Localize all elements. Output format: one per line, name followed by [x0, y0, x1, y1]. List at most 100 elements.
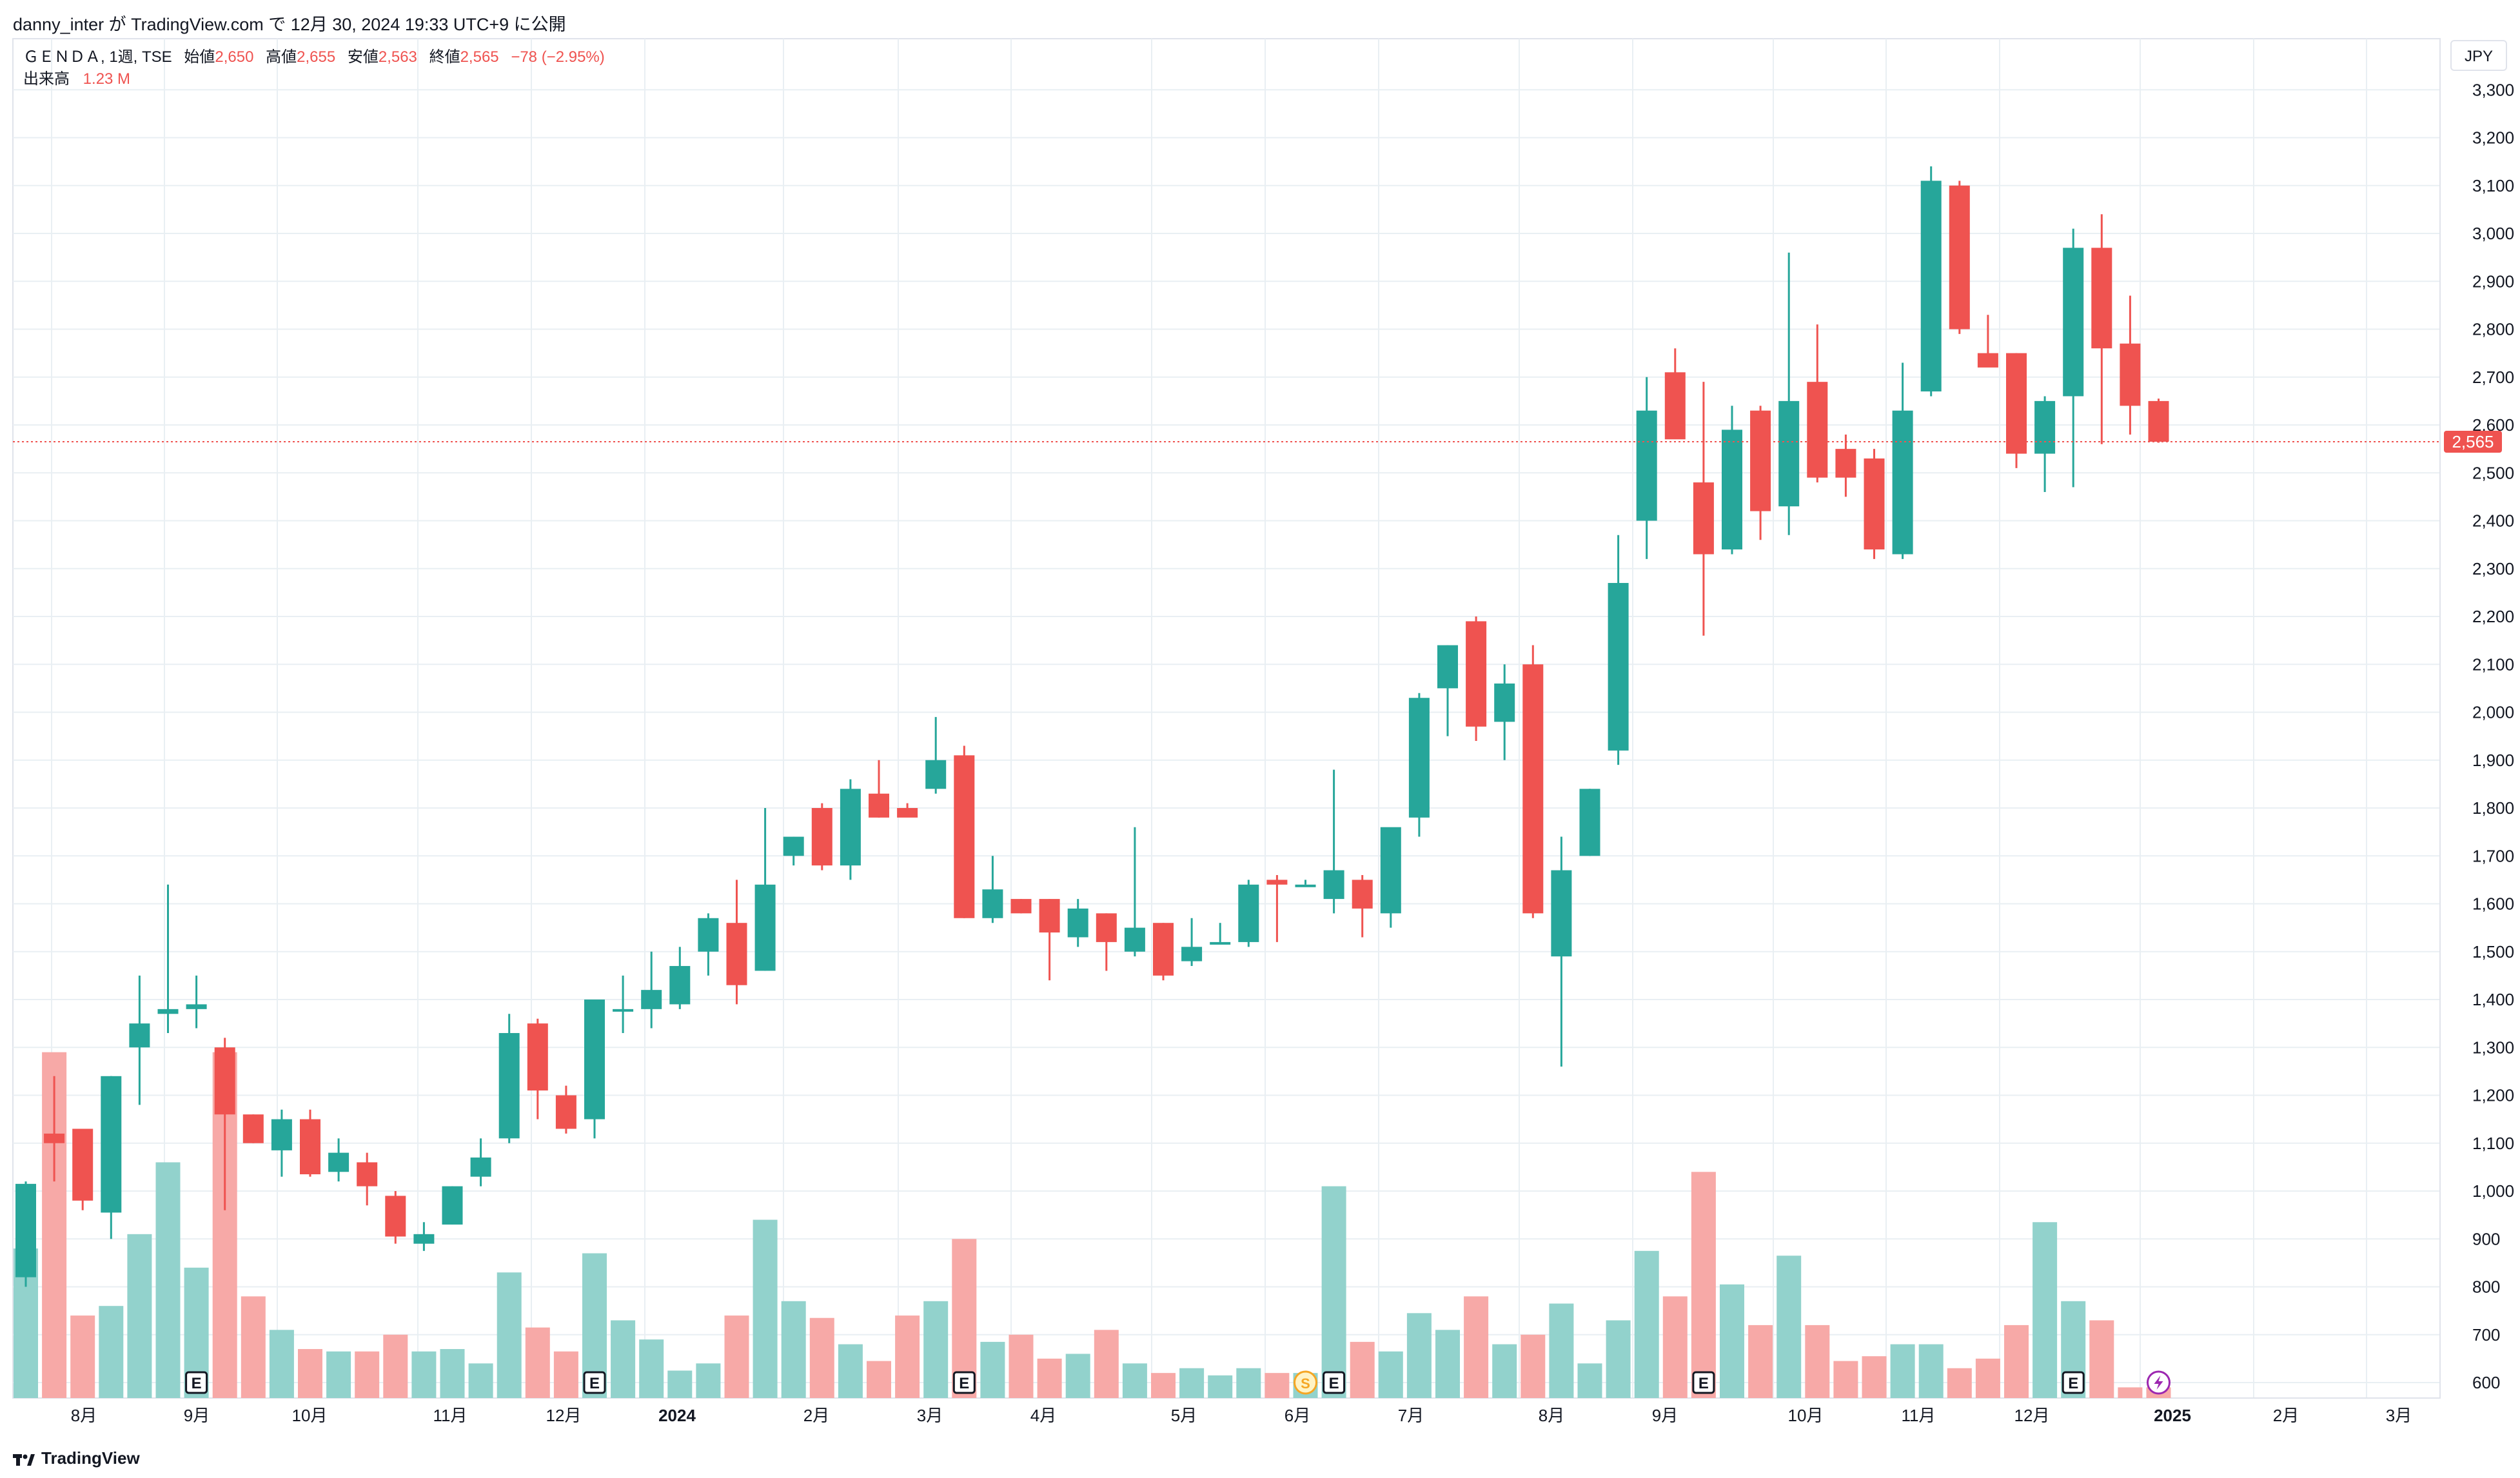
- candle-body[interactable]: [1807, 382, 1828, 478]
- candle-body[interactable]: [1750, 410, 1771, 511]
- candle-body[interactable]: [1096, 913, 1117, 942]
- candle-body[interactable]: [300, 1119, 320, 1175]
- candle-body[interactable]: [954, 755, 975, 918]
- candle-body[interactable]: [1266, 880, 1288, 885]
- candle-body[interactable]: [1124, 927, 1145, 952]
- candle-body[interactable]: [2091, 248, 2112, 349]
- candle-body[interactable]: [1295, 884, 1316, 887]
- candle-body[interactable]: [527, 1023, 548, 1091]
- currency-button[interactable]: JPY: [2450, 40, 2507, 71]
- candle-body[interactable]: [613, 1009, 634, 1012]
- candle-body[interactable]: [2148, 400, 2169, 442]
- candle-body[interactable]: [1238, 884, 1259, 942]
- volume-bar: [1492, 1344, 1517, 1398]
- candle-body[interactable]: [1181, 947, 1203, 961]
- split-marker-icon[interactable]: [1294, 1370, 1317, 1395]
- candle-body[interactable]: [840, 789, 861, 866]
- candle-body[interactable]: [2034, 400, 2056, 454]
- candle-body[interactable]: [2120, 343, 2141, 406]
- earnings-marker-icon[interactable]: [1692, 1371, 1715, 1394]
- candle-body[interactable]: [1323, 870, 1344, 900]
- candle-body[interactable]: [1892, 410, 1913, 555]
- candle-body[interactable]: [242, 1114, 264, 1143]
- volume-bar: [1321, 1186, 1346, 1398]
- candle-body[interactable]: [1437, 645, 1458, 689]
- earnings-marker-icon[interactable]: [2062, 1371, 2085, 1394]
- candle-body[interactable]: [669, 966, 691, 1005]
- publish-info: danny_inter が TradingView.com で 12月 30, …: [13, 15, 566, 34]
- candle-body[interactable]: [72, 1128, 94, 1201]
- candle-body[interactable]: [555, 1095, 576, 1129]
- candle-body[interactable]: [1693, 482, 1714, 555]
- candle-body[interactable]: [1835, 449, 1856, 478]
- candle-body[interactable]: [1352, 880, 1373, 909]
- candle-body[interactable]: [1522, 664, 1544, 914]
- footer-brand[interactable]: TradingView: [13, 1448, 140, 1468]
- candle-body[interactable]: [498, 1032, 520, 1139]
- candle-body[interactable]: [726, 923, 747, 985]
- candle-body[interactable]: [754, 884, 776, 971]
- symbol-label[interactable]: ＧＥＮＤＡ, 1週, TSE: [23, 48, 172, 66]
- candle-body[interactable]: [1920, 181, 1942, 392]
- candle-body[interactable]: [982, 889, 1003, 918]
- candle-body[interactable]: [1010, 899, 1032, 914]
- candle-body[interactable]: [1864, 458, 1885, 550]
- candle-body[interactable]: [1408, 698, 1430, 818]
- candle-body[interactable]: [1466, 621, 1487, 727]
- candle-body[interactable]: [925, 760, 947, 789]
- candle-body[interactable]: [1494, 683, 1515, 722]
- candle-body[interactable]: [442, 1186, 463, 1225]
- candle-body[interactable]: [1977, 353, 1998, 368]
- candle-body[interactable]: [869, 793, 889, 818]
- x-tick-label: 2025: [2154, 1406, 2191, 1425]
- candle-body[interactable]: [1949, 185, 1970, 330]
- x-tick-label: 11月: [433, 1406, 468, 1425]
- candle-body[interactable]: [1636, 410, 1657, 521]
- candle-body[interactable]: [1608, 583, 1629, 751]
- candle-body[interactable]: [1210, 941, 1231, 945]
- candle-body[interactable]: [1153, 923, 1174, 976]
- candle-body[interactable]: [1067, 908, 1088, 938]
- candle-body[interactable]: [1039, 899, 1060, 933]
- y-tick-label: 3,200: [2472, 128, 2514, 148]
- candle-body[interactable]: [413, 1234, 435, 1244]
- candle-body[interactable]: [157, 1009, 179, 1014]
- volume-bar: [1918, 1344, 1944, 1398]
- candle-body[interactable]: [1664, 372, 1686, 440]
- candle-body[interactable]: [44, 1133, 65, 1143]
- candle-body[interactable]: [1722, 429, 1742, 550]
- candle-body[interactable]: [129, 1023, 150, 1048]
- candle-body[interactable]: [101, 1076, 122, 1213]
- candle-body[interactable]: [641, 990, 662, 1009]
- candle-body[interactable]: [357, 1162, 378, 1187]
- candle-body[interactable]: [897, 808, 918, 818]
- candle-body[interactable]: [214, 1047, 235, 1115]
- candle-body[interactable]: [15, 1183, 36, 1277]
- tradingview-logo-icon: [13, 1452, 35, 1466]
- candle-body[interactable]: [328, 1152, 349, 1172]
- candle-body[interactable]: [2063, 248, 2084, 397]
- earnings-marker-icon[interactable]: [952, 1371, 976, 1394]
- volume-bar: [1720, 1284, 1744, 1398]
- candle-body[interactable]: [1579, 789, 1600, 856]
- candle-body[interactable]: [271, 1119, 292, 1150]
- candle-body[interactable]: [1551, 870, 1572, 957]
- volume-bar: [468, 1363, 493, 1398]
- earnings-marker-icon[interactable]: [1323, 1371, 1346, 1394]
- y-tick-label: 2,700: [2472, 368, 2514, 387]
- candle-body[interactable]: [1380, 827, 1401, 914]
- volume-bar: [838, 1344, 863, 1398]
- candle-body[interactable]: [186, 1004, 207, 1009]
- earnings-marker-icon[interactable]: [185, 1371, 208, 1394]
- volume-bar: [1406, 1313, 1432, 1398]
- candle-body[interactable]: [811, 808, 832, 866]
- candle-body[interactable]: [783, 836, 804, 856]
- candle-body[interactable]: [2006, 353, 2027, 454]
- candle-body[interactable]: [1778, 400, 1800, 507]
- candle-body[interactable]: [698, 918, 719, 952]
- candle-body[interactable]: [470, 1158, 491, 1177]
- earnings-marker-icon[interactable]: [583, 1371, 606, 1394]
- candle-body[interactable]: [385, 1196, 406, 1237]
- candle-body[interactable]: [584, 1000, 605, 1119]
